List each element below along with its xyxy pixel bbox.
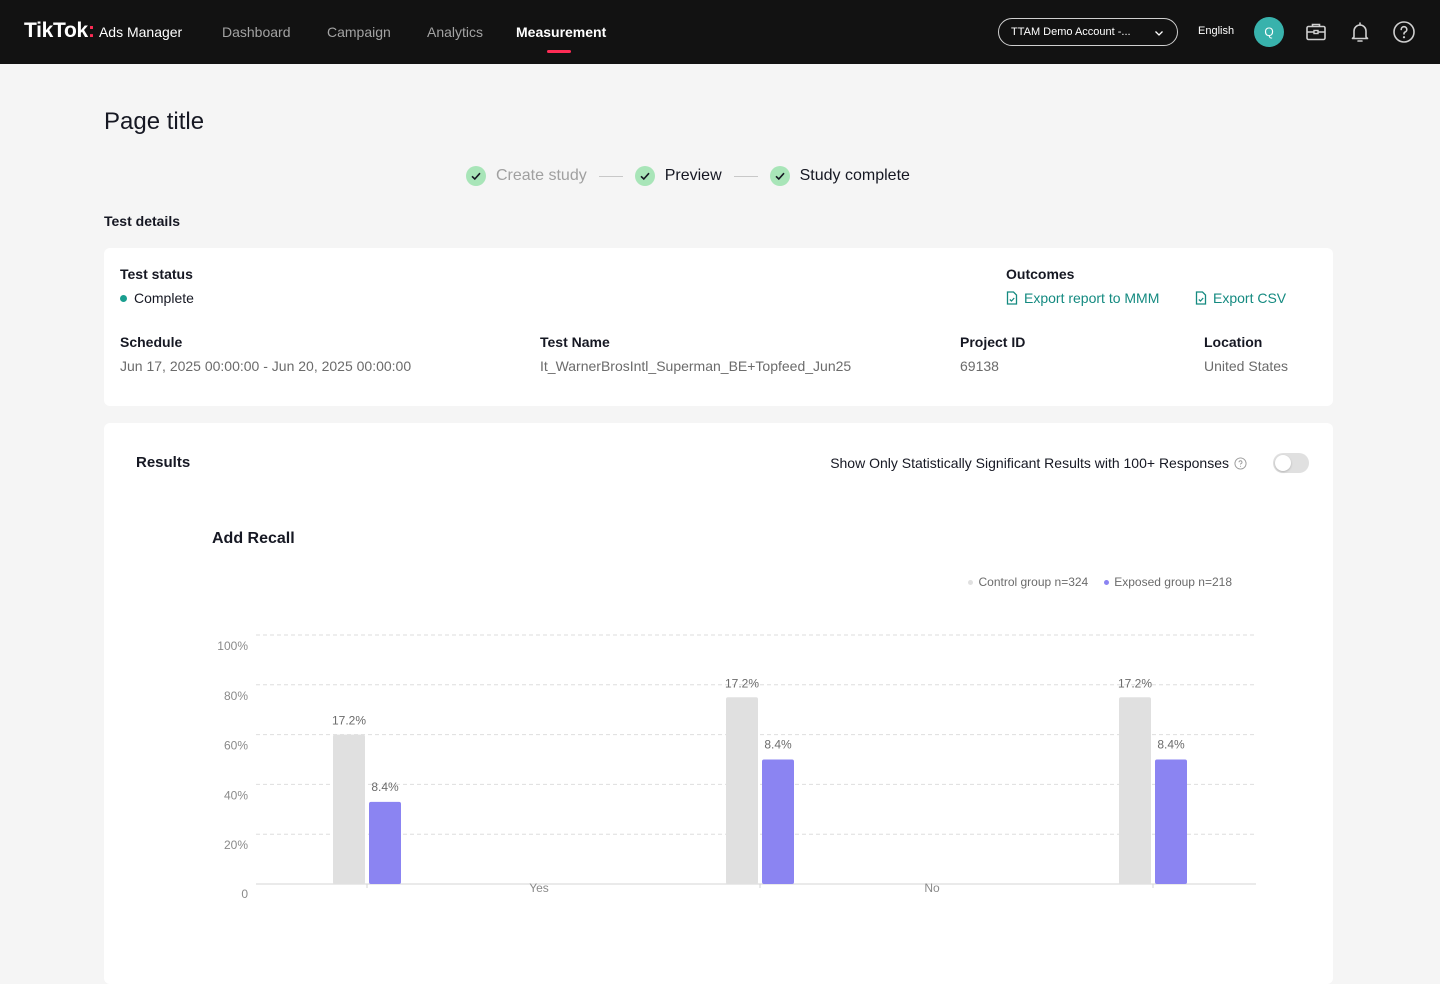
test-status-label: Test status: [120, 266, 193, 282]
logo-dot: :: [87, 19, 95, 42]
chart-legend: Control group n=324 Exposed group n=218: [952, 575, 1232, 589]
test-name-label: Test Name: [540, 334, 610, 350]
info-icon[interactable]: [1234, 456, 1247, 470]
y-tick-label: 80%: [224, 689, 248, 703]
export-csv-label: Export CSV: [1213, 290, 1287, 306]
schedule-label: Schedule: [120, 334, 183, 350]
step-connector: [598, 175, 623, 177]
add-recall-bar-chart: 0 20% 40% 60% 80% 100% 17.2% 8.4% 17.2% 8.4% 17.2%…: [217, 634, 1256, 901]
account-selector[interactable]: TTAM Demo Account -...: [998, 18, 1178, 46]
legend-dot-exposed: [1104, 579, 1110, 585]
test-status-value: Complete: [120, 290, 194, 306]
outcomes-label: Outcomes: [1006, 266, 1075, 282]
x-tick-label: Yes: [529, 881, 549, 895]
exposed-bar: [1155, 759, 1187, 884]
results-title: Results: [136, 454, 191, 471]
toggle-knob: [1275, 455, 1291, 471]
step-label: Preview: [664, 167, 722, 184]
legend-label: Exposed group n=218: [1114, 575, 1232, 589]
exposed-bar: [762, 759, 794, 884]
chevron-down-icon: [1155, 31, 1163, 36]
legend-exposed[interactable]: Exposed group n=218: [1104, 575, 1232, 589]
test-details-heading: Test details: [104, 213, 180, 229]
control-bar: [726, 697, 758, 884]
chart-title: Add Recall: [212, 530, 295, 547]
control-data-label: 17.2%: [332, 714, 366, 728]
step-label: Create study: [496, 167, 587, 184]
significance-filter-label: Show Only Statistically Significant Resu…: [830, 455, 1247, 471]
tiktok-ads-manager-logo[interactable]: TikTok : Ads Manager: [24, 19, 182, 45]
nav-dashboard[interactable]: Dashboard: [222, 24, 291, 40]
step-study-complete[interactable]: Study complete: [769, 166, 910, 186]
status-dot-icon: [120, 294, 127, 302]
nav-analytics[interactable]: Analytics: [427, 24, 484, 40]
document-icon: [1195, 291, 1207, 305]
y-tick-label: 60%: [224, 739, 248, 753]
check-circle-icon: [634, 166, 655, 186]
step-connector: [733, 175, 758, 177]
location-value: United States: [1204, 358, 1289, 374]
briefcase-icon[interactable]: [1304, 20, 1328, 44]
nav-campaign[interactable]: Campaign: [327, 24, 391, 40]
control-bar: [1119, 697, 1151, 884]
legend-label: Control group n=324: [978, 575, 1089, 589]
project-id-label: Project ID: [960, 334, 1026, 350]
step-label: Study complete: [799, 167, 910, 184]
bell-icon[interactable]: [1348, 20, 1372, 44]
export-csv-link[interactable]: Export CSV: [1195, 290, 1286, 306]
control-bar: [333, 734, 365, 884]
export-mmm-link[interactable]: Export report to MMM: [1006, 290, 1159, 306]
exposed-data-label: 8.4%: [371, 780, 399, 794]
active-nav-indicator: [547, 50, 571, 53]
legend-control[interactable]: Control group n=324: [968, 575, 1088, 589]
logo-product-name: Ads Manager: [98, 24, 183, 40]
y-tick-label: 100%: [217, 639, 248, 653]
page-title: Page title: [104, 108, 205, 135]
x-tick-label: No: [924, 881, 940, 895]
toggle-label-text: Show Only Statistically Significant Resu…: [830, 455, 1229, 471]
control-data-label: 17.2%: [1118, 676, 1152, 690]
step-preview[interactable]: Preview: [634, 166, 722, 186]
y-tick-label: 0: [241, 887, 248, 901]
step-create-study[interactable]: Create study: [466, 166, 587, 186]
avatar[interactable]: Q: [1254, 17, 1284, 47]
legend-dot-control: [968, 579, 974, 585]
language-selector[interactable]: English: [1198, 25, 1235, 37]
y-tick-label: 40%: [224, 788, 248, 802]
project-id-value: 69138: [960, 358, 999, 374]
y-tick-label: 20%: [224, 838, 248, 852]
study-stepper: Create study Preview Study complete: [466, 164, 910, 188]
logo-wordmark: TikTok: [24, 19, 88, 42]
nav-measurement[interactable]: Measurement: [516, 24, 607, 40]
status-text: Complete: [134, 290, 194, 306]
schedule-value: Jun 17, 2025 00:00:00 - Jun 20, 2025 00:…: [120, 358, 412, 374]
significance-toggle[interactable]: [1273, 453, 1309, 473]
export-mmm-label: Export report to MMM: [1024, 290, 1160, 306]
account-name: TTAM Demo Account -...: [1011, 26, 1131, 38]
results-card: Results Show Only Statistically Signific…: [104, 423, 1333, 984]
test-name-value: It_WarnerBrosIntl_Superman_BE+Topfeed_Ju…: [540, 358, 852, 374]
location-label: Location: [1204, 334, 1263, 350]
test-details-card: Test status Complete Outcomes Export rep…: [104, 248, 1333, 406]
exposed-bar: [369, 801, 401, 884]
exposed-data-label: 8.4%: [1157, 738, 1185, 752]
help-icon[interactable]: [1392, 20, 1416, 44]
check-circle-icon: [769, 166, 790, 186]
document-icon: [1006, 291, 1018, 305]
exposed-data-label: 8.4%: [764, 738, 792, 752]
check-circle-icon: [466, 166, 486, 186]
control-data-label: 17.2%: [725, 676, 759, 690]
top-navigation-bar: TikTok : Ads Manager Dashboard Campaign …: [0, 0, 1440, 64]
